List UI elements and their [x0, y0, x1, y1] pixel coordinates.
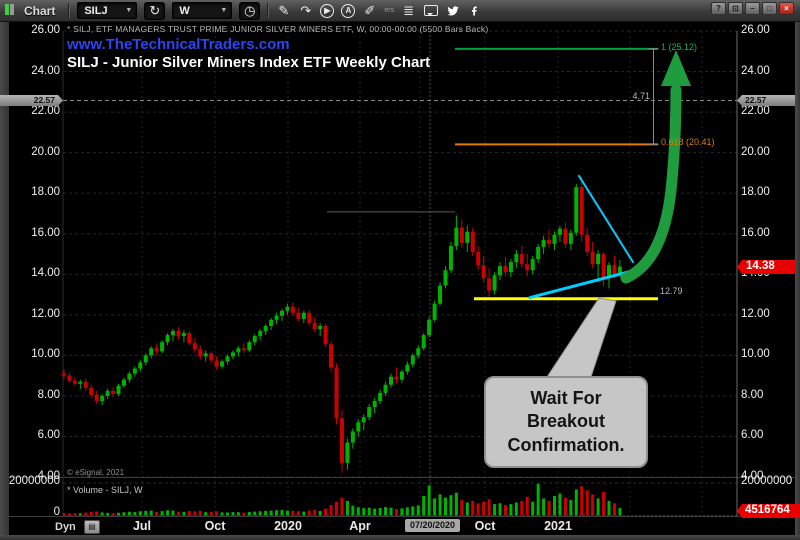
last-volume-badge: 4516764	[737, 504, 800, 518]
descending-trendline	[578, 174, 634, 264]
bottom-window-border	[0, 535, 800, 540]
symbol-select[interactable]: SILJ ▼	[77, 2, 138, 19]
left-window-border	[0, 22, 9, 535]
chevron-down-icon: ▼	[220, 7, 228, 14]
eraser-icon[interactable]: ✐	[364, 2, 376, 18]
breakout-callout-annotation[interactable]: Wait For Breakout Confirmation.	[484, 376, 648, 468]
breakout-arrow	[620, 84, 682, 284]
chart-toolbar: Chart SILJ ▼ ↻ W ▼ ◷ ✎ ↷ ▶ A ✐ ers ≣	[0, 0, 800, 22]
page-layout-icon[interactable]: ▤	[84, 520, 100, 534]
chevron-down-icon: ▼	[125, 7, 133, 14]
connection-status-led	[5, 2, 14, 20]
last-price-badge: 14.38	[737, 260, 795, 274]
selected-date-badge: 07/20/2020	[405, 519, 460, 532]
facebook-icon[interactable]	[467, 2, 482, 19]
ers-label: ers	[384, 7, 395, 14]
dyn-scale-button[interactable]: Dyn	[55, 521, 76, 533]
callout-tail	[544, 297, 617, 381]
breakout-arrow-head	[661, 50, 691, 86]
volume-series	[62, 483, 622, 516]
price-marker-badge-left: 22.57	[0, 95, 63, 106]
help-button[interactable]: ?	[711, 2, 726, 15]
chart-area[interactable]	[0, 22, 800, 535]
close-button[interactable]: ×	[779, 2, 794, 15]
toolbar-separator	[267, 3, 270, 18]
minimize-button[interactable]: –	[745, 2, 760, 15]
replay-play-icon[interactable]: ▶	[320, 3, 335, 18]
time-interval-icon[interactable]: ◷	[239, 1, 261, 20]
price-marker-badge-right: 22.57	[737, 95, 795, 106]
restore-button[interactable]: ⊡	[728, 2, 743, 15]
notes-list-icon[interactable]: ≣	[403, 2, 415, 18]
panel-title: Chart	[24, 3, 56, 18]
alert-icon[interactable]: A	[341, 3, 356, 18]
chat-bubble-icon[interactable]	[423, 2, 438, 19]
callout-line: Breakout	[526, 411, 606, 432]
window-controls: ? ⊡ – □ ×	[711, 2, 794, 15]
draw-pencil-icon[interactable]: ✎	[278, 2, 290, 18]
redo-arrow-icon[interactable]: ↷	[300, 2, 312, 18]
ascending-trendline	[528, 267, 641, 300]
twitter-icon[interactable]	[445, 2, 460, 19]
right-window-border	[795, 22, 800, 535]
maximize-button[interactable]: □	[762, 2, 777, 15]
callout-line: Confirmation.	[507, 434, 625, 455]
toolbar-separator	[68, 3, 71, 18]
interval-select[interactable]: W ▼	[172, 2, 233, 19]
callout-line: Wait For	[530, 388, 602, 409]
candlestick-series	[62, 176, 622, 473]
symbol-search-icon[interactable]: ↻	[144, 1, 166, 20]
